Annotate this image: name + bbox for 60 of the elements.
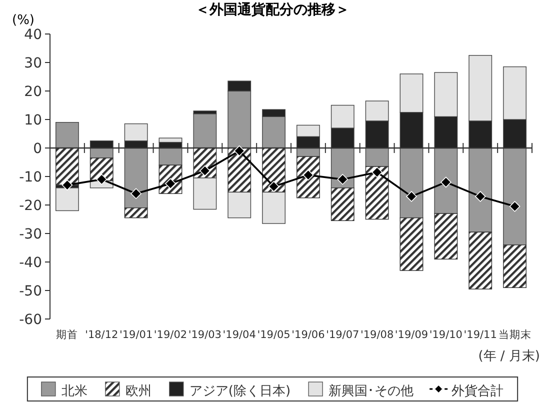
legend-label: 外貨合計 [452, 384, 504, 399]
bar [262, 192, 286, 224]
point [130, 188, 142, 199]
bar [503, 244, 526, 288]
x-tick-label: '19/10 [429, 329, 463, 341]
y-tick-label: 10 [24, 112, 42, 128]
y-tick-label: -10 [19, 170, 42, 186]
bar [193, 178, 217, 210]
x-tick-label: '19/11 [464, 329, 497, 341]
bar [365, 166, 389, 220]
legend-label: 新興国･その他 [328, 384, 414, 399]
bar [56, 188, 79, 212]
x-tick-label: '19/07 [326, 329, 360, 341]
y-tick-label: -30 [19, 226, 42, 242]
point [406, 191, 417, 202]
bar [296, 156, 320, 198]
point [337, 174, 348, 185]
bar [468, 232, 492, 290]
point [440, 176, 452, 188]
point [474, 191, 486, 202]
bar [90, 158, 114, 182]
bar [56, 122, 79, 148]
x-tick-label: '19/01 [119, 329, 153, 341]
y-tick-label: -40 [19, 255, 42, 271]
x-tick-label: 当期末 [498, 328, 532, 341]
y-tick-label: -60 [19, 312, 42, 328]
x-tick-label: '18/12 [85, 329, 118, 341]
point [372, 166, 382, 178]
bar [124, 208, 148, 218]
point [200, 165, 210, 176]
y-tick-label: 30 [24, 56, 42, 72]
y-tick-label: 40 [24, 27, 42, 43]
x-axis-title: (年 / 月末) [478, 349, 540, 364]
x-tick-label: '19/06 [292, 329, 326, 341]
point [96, 174, 108, 185]
x-tick-label: '19/03 [188, 329, 222, 341]
bar [434, 213, 458, 260]
y-tick-label: 0 [33, 141, 42, 157]
bar [330, 188, 354, 222]
point [268, 181, 280, 192]
x-tick-label: 期首 [56, 329, 78, 341]
x-tick-label: '19/02 [154, 329, 188, 341]
legend-label: 北米 [61, 384, 88, 399]
y-tick-label: -50 [19, 284, 42, 300]
chart-title: ＜外国通貨配分の推移＞ [196, 1, 350, 18]
x-tick-label: '19/08 [360, 329, 394, 341]
legend-label: アジア(除く日本) [189, 384, 291, 399]
y-axis-title: (%) [12, 13, 34, 28]
x-tick-label: '19/04 [222, 329, 256, 341]
x-tick-label: '19/09 [394, 329, 428, 341]
bar [400, 217, 424, 271]
y-tick-label: 20 [24, 84, 42, 100]
bar [228, 192, 252, 218]
point [62, 180, 73, 190]
y-tick-label: -20 [19, 198, 42, 214]
bar [193, 113, 217, 148]
point [234, 145, 245, 156]
legend-label: 欧州 [125, 384, 152, 399]
point [509, 201, 520, 212]
x-tick-label: '19/05 [257, 329, 290, 341]
